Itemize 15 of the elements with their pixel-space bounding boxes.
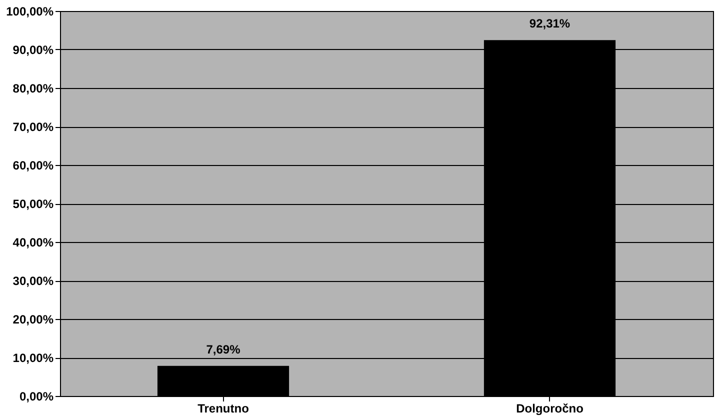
y-tick-label: 50,00% <box>12 197 54 211</box>
y-tick-label: 10,00% <box>12 351 54 365</box>
x-tick-label: Dolgoročno <box>516 402 584 416</box>
y-tick-label: 0,00% <box>19 390 54 404</box>
data-label: 7,69% <box>206 342 241 356</box>
y-tick-label: 70,00% <box>12 120 54 134</box>
y-tick-label: 20,00% <box>12 312 54 326</box>
y-tick-label: 40,00% <box>12 236 54 250</box>
x-tick-label: Trenutno <box>198 402 249 416</box>
y-tick-label: 100,00% <box>6 4 54 18</box>
y-tick-label: 80,00% <box>12 82 54 96</box>
data-label: 92,31% <box>529 16 570 31</box>
y-tick-label: 90,00% <box>12 43 54 57</box>
y-tick-label: 30,00% <box>12 274 54 288</box>
y-tick-label: 60,00% <box>12 158 54 172</box>
